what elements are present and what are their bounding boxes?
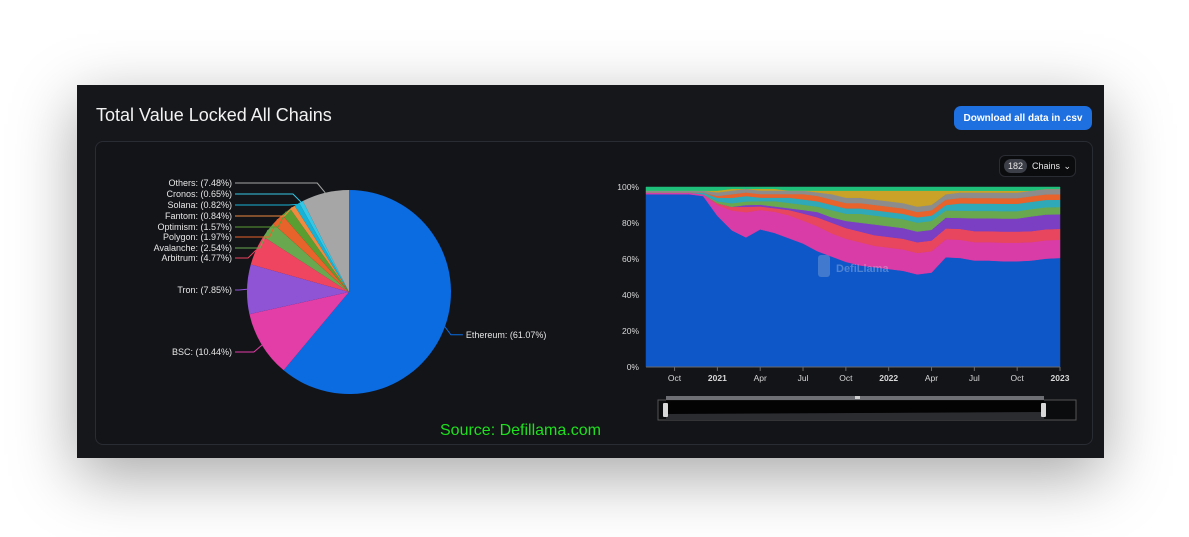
pie-label-tron: Tron: (7.85%) <box>177 285 232 295</box>
leader-line-bsc <box>235 344 263 353</box>
leader-line-fantom <box>235 206 293 217</box>
tvl-panel: Total Value Locked All Chains Download a… <box>77 85 1104 458</box>
pie-slice-optimism <box>282 208 349 292</box>
pie-label-avalanche: Avalanche: (2.54%) <box>154 243 232 253</box>
watermark: DefiLlama <box>818 255 889 277</box>
slider-handle-right <box>1041 403 1046 417</box>
leader-line-polygon <box>235 218 279 238</box>
pie-label-arbitrum: Arbitrum: (4.77%) <box>161 253 232 263</box>
pie-slice-bsc <box>249 292 349 371</box>
y-tick-label: 0% <box>627 362 640 372</box>
x-tick-label: Apr <box>754 373 767 383</box>
pie-slice-tron <box>247 264 349 315</box>
pie-label-fantom: Fantom: (0.84%) <box>165 211 232 221</box>
watermark-text: DefiLlama <box>836 263 889 275</box>
pie-slice-polygon <box>273 214 349 292</box>
leader-line-avalanche <box>235 229 269 249</box>
pie-slice-fantom <box>290 205 349 292</box>
leader-line-solana <box>235 203 297 206</box>
charts-container: Ethereum: (61.07%) BSC: (10.44%) Tron: (7.… <box>95 141 1093 445</box>
charts-svg: Ethereum: (61.07%) BSC: (10.44%) Tron: (7.… <box>154 178 1077 421</box>
x-tick-label: Oct <box>1011 373 1025 383</box>
pie-slice-avalanche <box>263 223 349 292</box>
y-tick-label: 80% <box>622 218 639 228</box>
slider-preview <box>666 412 1044 420</box>
pie-label-optimism: Optimism: (1.57%) <box>157 222 232 232</box>
x-tick-label: Apr <box>925 373 938 383</box>
area-chart: 0% 20% 40% 60% 80% 100% Oct 2021 Apr Jul Oct 2022 Ap… <box>617 182 1069 383</box>
chains-select-label: Chains <box>1032 161 1061 171</box>
page-title: Total Value Locked All Chains <box>96 105 332 125</box>
y-tick-label: 60% <box>622 254 639 264</box>
leader-line-ethereum <box>444 326 463 336</box>
chains-select[interactable]: 182 Chains ⌄ <box>999 155 1076 177</box>
x-tick-label: 2022 <box>879 373 898 383</box>
pie-slice-cronos <box>299 201 349 292</box>
pie-slice-arbitrum <box>250 236 349 292</box>
x-tick-label: Jul <box>969 373 980 383</box>
slider-handle-left <box>663 403 668 417</box>
leader-line-arbitrum <box>235 249 257 259</box>
x-tick-label: Oct <box>839 373 853 383</box>
pie-label-others: Others: (7.48%) <box>168 178 232 188</box>
time-range-slider[interactable] <box>657 396 1077 421</box>
source-caption: Source: Defillama.com <box>440 422 601 439</box>
pie-label-bsc: BSC: (10.44%) <box>172 347 232 357</box>
pie-label-ethereum: Ethereum: (61.07%) <box>466 330 547 340</box>
x-tick-label: 2021 <box>708 373 727 383</box>
leader-line-tron <box>235 288 248 291</box>
chevron-down-icon: ⌄ <box>1063 160 1071 171</box>
chains-count-badge: 182 <box>1004 159 1028 173</box>
pie-slice-ethereum <box>283 190 451 394</box>
leader-line-optimism <box>235 211 287 228</box>
pie-label-cronos: Cronos: (0.65%) <box>166 189 232 199</box>
pie-slice-solana <box>294 203 349 292</box>
leader-line-cronos <box>235 193 302 203</box>
llama-logo-icon <box>818 255 830 277</box>
slider-grip-icon <box>855 396 860 399</box>
pie-label-solana: Solana: (0.82%) <box>167 200 232 210</box>
y-tick-label: 100% <box>617 182 639 192</box>
pie-chart: Ethereum: (61.07%) BSC: (10.44%) Tron: (7.… <box>154 178 547 394</box>
pie-slice-others <box>302 190 349 292</box>
x-tick-label: Jul <box>798 373 809 383</box>
x-tick-label: Oct <box>668 373 682 383</box>
pie-label-polygon: Polygon: (1.97%) <box>163 232 232 242</box>
leader-line-others <box>235 182 326 194</box>
area-series-10 <box>645 186 1061 191</box>
download-csv-button[interactable]: Download all data in .csv <box>954 106 1092 130</box>
y-tick-label: 20% <box>622 326 639 336</box>
y-tick-label: 40% <box>622 290 639 300</box>
x-tick-label: 2023 <box>1051 373 1070 383</box>
